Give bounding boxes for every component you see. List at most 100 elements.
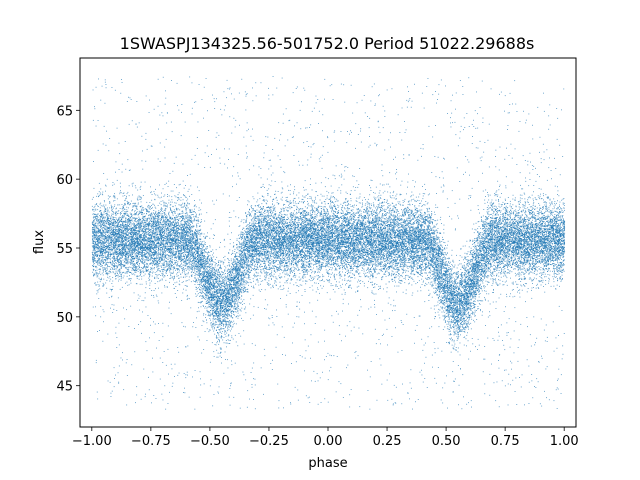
data-point [406, 245, 408, 247]
data-point [525, 258, 527, 260]
data-point [237, 295, 239, 297]
data-point [115, 233, 117, 235]
data-point [309, 214, 311, 216]
data-point [207, 315, 209, 316]
data-point [428, 235, 430, 237]
data-point [211, 263, 213, 265]
data-point [225, 267, 227, 269]
data-point [437, 248, 439, 250]
data-point [303, 217, 305, 218]
data-point [465, 266, 467, 268]
data-point [109, 245, 111, 246]
data-point [168, 373, 169, 375]
data-point [323, 239, 325, 240]
data-point [349, 284, 351, 286]
data-point [285, 254, 287, 255]
data-point [523, 224, 525, 226]
data-point [279, 281, 281, 283]
data-point [175, 262, 176, 264]
data-point [506, 284, 508, 286]
data-point [499, 217, 501, 219]
data-point [485, 256, 487, 258]
data-point [251, 211, 253, 213]
data-point [545, 283, 547, 285]
data-point [527, 217, 529, 219]
data-point [264, 267, 266, 269]
data-point [459, 137, 461, 139]
data-point [102, 247, 104, 249]
data-point [445, 278, 447, 280]
data-point [525, 237, 526, 239]
data-point [475, 304, 477, 305]
data-point [474, 321, 476, 323]
data-point [554, 185, 556, 187]
data-point [248, 212, 250, 213]
data-point [162, 224, 163, 226]
data-point [344, 232, 346, 234]
data-point [264, 251, 266, 253]
data-point [401, 237, 403, 239]
data-point [156, 223, 157, 224]
data-point [353, 231, 355, 232]
data-point [209, 294, 211, 296]
data-point [263, 221, 265, 223]
data-point [196, 259, 198, 260]
data-point [395, 264, 397, 266]
data-point [216, 293, 217, 295]
data-point [122, 207, 124, 209]
data-point [530, 244, 532, 246]
data-point [150, 219, 152, 221]
data-point [280, 232, 281, 234]
data-point [446, 247, 448, 249]
data-point [292, 242, 294, 244]
data-point [127, 223, 129, 225]
data-point [128, 269, 130, 271]
data-point [342, 283, 343, 285]
data-point [448, 330, 450, 332]
data-point [205, 279, 207, 281]
data-point [161, 236, 163, 238]
data-point [262, 199, 264, 201]
data-point [289, 203, 290, 205]
data-point [463, 285, 464, 286]
data-point [441, 266, 443, 268]
data-point [354, 255, 356, 257]
data-point [97, 216, 99, 218]
data-point [267, 262, 269, 263]
data-point [530, 245, 532, 247]
data-point [511, 368, 512, 370]
data-point [95, 86, 97, 88]
data-point [442, 267, 444, 269]
data-point [365, 211, 367, 213]
data-point [99, 263, 101, 265]
data-point [455, 289, 457, 291]
data-point [553, 248, 555, 250]
data-point [189, 235, 191, 237]
data-point [197, 231, 199, 232]
data-point [392, 208, 394, 210]
data-point [329, 252, 331, 254]
data-point [280, 268, 281, 270]
data-point [163, 269, 165, 271]
data-point [204, 331, 206, 332]
data-point [224, 163, 226, 165]
data-point [410, 219, 412, 221]
data-point [519, 237, 520, 239]
data-point [518, 271, 520, 273]
data-point [508, 258, 510, 260]
data-point [483, 258, 484, 259]
data-point [530, 235, 532, 237]
data-point [180, 213, 182, 215]
data-point [277, 254, 279, 256]
data-point [504, 261, 506, 262]
data-point [223, 324, 225, 326]
data-point [295, 268, 297, 270]
data-point [438, 255, 440, 256]
data-point [334, 201, 336, 203]
data-point [183, 373, 185, 374]
data-point [423, 236, 425, 238]
data-point [274, 194, 275, 195]
data-point [156, 275, 158, 277]
data-point [206, 235, 208, 237]
data-point [435, 261, 437, 263]
